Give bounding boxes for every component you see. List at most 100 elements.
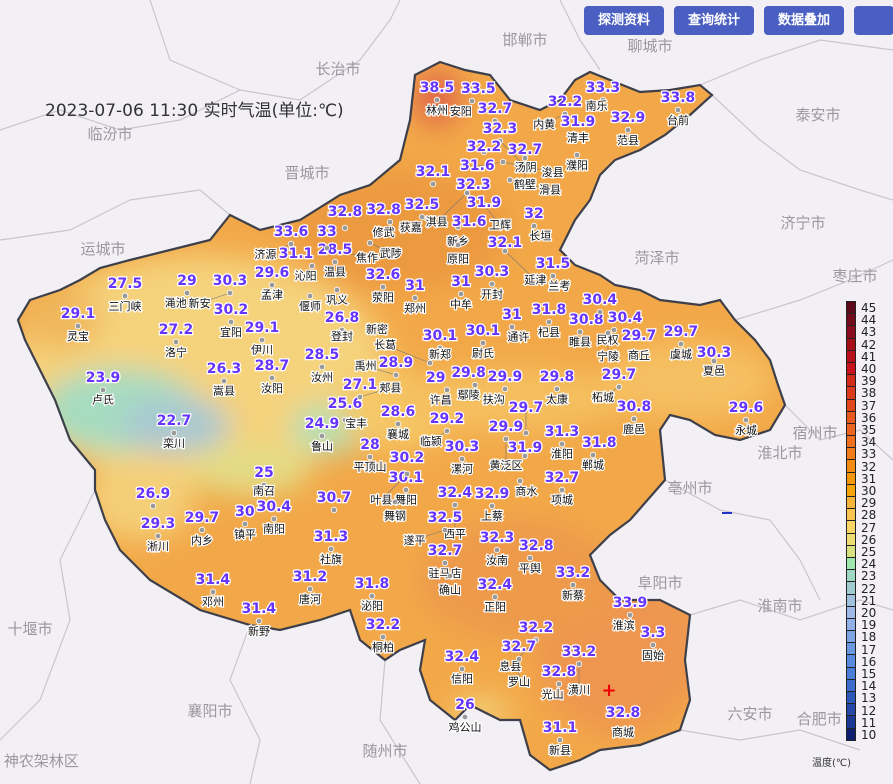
station-marker[interactable]: 29.1 灵宝 — [59, 305, 96, 345]
station-dot-icon[interactable] — [441, 526, 449, 534]
station-dot-icon[interactable] — [574, 120, 582, 128]
station-dot-icon[interactable] — [356, 393, 364, 401]
station-dot-icon[interactable] — [268, 281, 276, 289]
station-dot-icon[interactable] — [443, 386, 451, 394]
station-dot-icon[interactable] — [677, 340, 685, 348]
station-marker[interactable]: 31.2 唐河 — [291, 568, 328, 608]
station-marker[interactable]: 33.2 潢川 — [560, 643, 597, 698]
station-dot-icon[interactable] — [576, 328, 584, 336]
station-marker[interactable]: 32.2 — [465, 138, 502, 157]
station-dot-icon[interactable] — [154, 532, 162, 540]
station-marker[interactable]: 30.1 新郑 — [421, 327, 458, 363]
station-dot-icon[interactable] — [327, 545, 335, 553]
station-dot-icon[interactable] — [569, 581, 577, 589]
station-marker[interactable]: 31.3 淮阳 — [543, 423, 580, 462]
station-dot-icon[interactable] — [516, 477, 524, 485]
station-marker[interactable]: 32.6 荥阳 — [364, 266, 401, 306]
station-dot-icon[interactable] — [558, 486, 566, 494]
station-dot-icon[interactable] — [508, 323, 516, 331]
station-dot-icon[interactable] — [555, 680, 563, 688]
station-dot-icon[interactable] — [306, 585, 314, 593]
query-statistics-button[interactable]: 查询统计 — [674, 6, 755, 35]
station-dot-icon[interactable] — [366, 239, 374, 247]
station-dot-icon[interactable] — [341, 224, 349, 232]
station-dot-icon[interactable] — [599, 96, 607, 104]
station-dot-icon[interactable] — [635, 334, 643, 342]
station-marker[interactable]: 28.5 汝州 — [303, 346, 340, 386]
station-dot-icon[interactable] — [198, 526, 206, 534]
station-marker[interactable]: 32.7 驻马店 — [426, 542, 463, 582]
station-dot-icon[interactable] — [619, 711, 627, 719]
station-marker[interactable]: 29.6 永城 — [727, 399, 764, 439]
station-marker[interactable]: 28 平顶山 — [352, 436, 388, 475]
station-dot-icon[interactable] — [515, 655, 523, 663]
station-marker[interactable]: 25 南召 — [252, 464, 277, 499]
station-marker[interactable]: 31 通许 — [501, 306, 531, 345]
station-dot-icon[interactable] — [331, 258, 339, 266]
station-dot-icon[interactable] — [220, 377, 228, 385]
station-marker[interactable]: 31.9 卫辉 — [465, 194, 512, 233]
station-marker[interactable]: 27.1 郏县 — [341, 376, 403, 401]
station-marker[interactable]: 长葛 — [373, 337, 434, 367]
station-marker[interactable]: 23.9 卢氏 — [84, 369, 121, 408]
station-dot-icon[interactable] — [379, 633, 387, 641]
station-marker[interactable]: 舞钢 — [383, 498, 407, 524]
station-dot-icon[interactable] — [501, 385, 509, 393]
station-dot-icon[interactable] — [461, 713, 469, 721]
station-dot-icon[interactable] — [258, 336, 266, 344]
station-marker[interactable]: 29 渑池 — [164, 272, 198, 311]
station-dot-icon[interactable] — [226, 289, 234, 297]
station-dot-icon[interactable] — [308, 262, 316, 270]
station-dot-icon[interactable] — [149, 502, 157, 510]
station-marker[interactable]: 31.8 泌阳 — [353, 575, 390, 614]
station-dot-icon[interactable] — [545, 318, 553, 326]
station-dot-icon[interactable] — [496, 137, 504, 145]
station-dot-icon[interactable] — [624, 126, 632, 134]
station-dot-icon[interactable] — [573, 151, 581, 159]
station-marker[interactable]: 29 许昌 — [425, 369, 453, 408]
station-marker[interactable]: 29.1 伊川 — [243, 319, 280, 358]
station-dot-icon[interactable] — [526, 554, 534, 562]
station-dot-icon[interactable] — [446, 572, 454, 580]
station-dot-icon[interactable] — [287, 240, 295, 248]
station-marker[interactable]: 27.2 洛宁 — [157, 321, 194, 361]
station-dot-icon[interactable] — [488, 502, 496, 510]
station-dot-icon[interactable] — [615, 383, 623, 391]
station-dot-icon[interactable] — [433, 96, 441, 104]
station-marker[interactable]: 29.9 黄泛区 — [487, 418, 524, 474]
station-dot-icon[interactable] — [209, 588, 217, 596]
station-dot-icon[interactable] — [561, 110, 569, 118]
station-marker[interactable]: 濮阳 — [565, 151, 589, 173]
station-marker[interactable]: 偃师 — [298, 292, 322, 314]
station-marker[interactable]: 32.1 延津 — [486, 234, 547, 288]
station-marker[interactable]: 33 焦作 — [316, 223, 379, 266]
station-dot-icon[interactable] — [183, 289, 191, 297]
station-dot-icon[interactable] — [268, 374, 276, 382]
station-dot-icon[interactable] — [499, 158, 507, 166]
station-dot-icon[interactable] — [521, 452, 529, 460]
station-marker[interactable]: 31 中牟 — [449, 273, 474, 313]
station-dot-icon[interactable] — [368, 592, 376, 600]
station-dot-icon[interactable] — [392, 371, 400, 379]
station-marker[interactable]: 32.8 — [326, 203, 364, 232]
station-dot-icon[interactable] — [630, 415, 638, 423]
station-dot-icon[interactable] — [255, 617, 263, 625]
station-marker[interactable]: 原阳 — [446, 241, 470, 267]
station-marker[interactable]: 32.2 内黄 — [532, 93, 584, 133]
station-marker[interactable]: 30.3 漯河 — [443, 438, 480, 477]
station-marker[interactable]: 38.5 林州 — [418, 79, 455, 119]
station-marker[interactable]: 26.3 嵩县 — [205, 360, 242, 399]
station-dot-icon[interactable] — [575, 660, 583, 668]
station-marker[interactable]: 28.9禹州 — [353, 354, 415, 379]
station-dot-icon[interactable] — [441, 559, 449, 567]
station-dot-icon[interactable] — [501, 247, 509, 255]
station-marker[interactable]: 30.2 叶县 — [369, 449, 425, 508]
station-marker[interactable]: 29.7 — [507, 399, 545, 437]
station-marker[interactable]: 3.3 固始 — [639, 624, 666, 664]
station-dot-icon[interactable] — [373, 322, 381, 330]
station-marker[interactable]: 31.5 兰考 — [534, 255, 571, 294]
station-marker[interactable]: 22.7 栾川 — [155, 412, 192, 452]
station-dot-icon[interactable] — [341, 416, 349, 424]
station-marker[interactable]: 33.2 新蔡 — [554, 564, 591, 604]
station-dot-icon[interactable] — [99, 386, 107, 394]
